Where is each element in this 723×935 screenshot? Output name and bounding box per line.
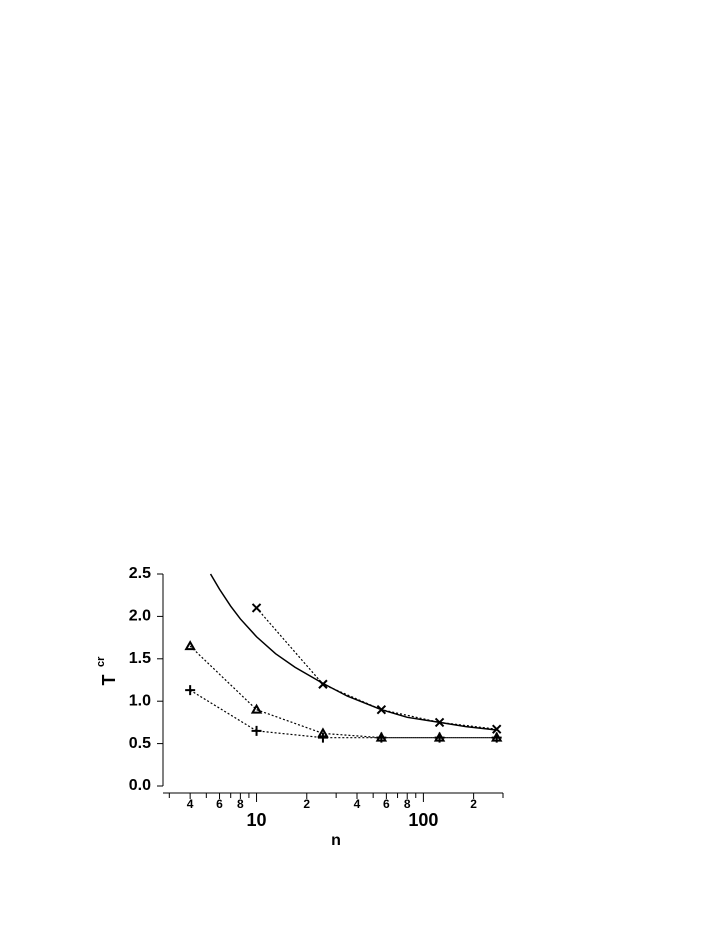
marker-x — [251, 603, 262, 613]
y-axis-label: T — [99, 675, 119, 686]
marker-plus — [491, 732, 502, 743]
marker-plus — [251, 725, 262, 736]
series-line — [189, 689, 497, 739]
x-tick-label: 2 — [470, 797, 477, 811]
y-tick-label: 0.5 — [129, 735, 151, 752]
marker-x — [318, 679, 328, 689]
marker-triangle — [250, 703, 263, 714]
marker-triangle — [184, 640, 196, 651]
x-axis-label: n — [331, 832, 341, 849]
series-line — [256, 607, 497, 730]
y-axis-label-group: T cr — [95, 656, 119, 686]
x-tick-label: 2 — [303, 797, 310, 811]
marker-plus — [434, 732, 445, 743]
y-tick-label: 0.0 — [129, 777, 151, 794]
x-tick-label: 8 — [404, 797, 411, 811]
y-tick-label: 2.5 — [129, 565, 151, 582]
x-tick-label: 4 — [354, 797, 361, 811]
marker-x — [434, 717, 445, 728]
marker-plus — [317, 732, 328, 743]
x-tick-label: 6 — [216, 797, 223, 811]
y-tick-label: 1.5 — [129, 650, 151, 667]
x-tick-label: 100 — [408, 810, 438, 830]
marker-plus — [185, 685, 196, 696]
y-tick-label: 2.0 — [129, 608, 151, 625]
x-tick-label: 6 — [383, 797, 390, 811]
series-line — [189, 645, 497, 739]
y-axis-label-sup: cr — [95, 656, 107, 667]
y-tick-label: 1.0 — [129, 692, 151, 709]
marker-plus — [376, 732, 387, 743]
marker-x — [376, 704, 387, 715]
x-tick-label: 10 — [247, 810, 267, 830]
marker-x — [491, 724, 502, 734]
fit-curve — [209, 573, 497, 731]
x-tick-label: 4 — [187, 797, 194, 811]
x-tick-label: 8 — [237, 797, 244, 811]
